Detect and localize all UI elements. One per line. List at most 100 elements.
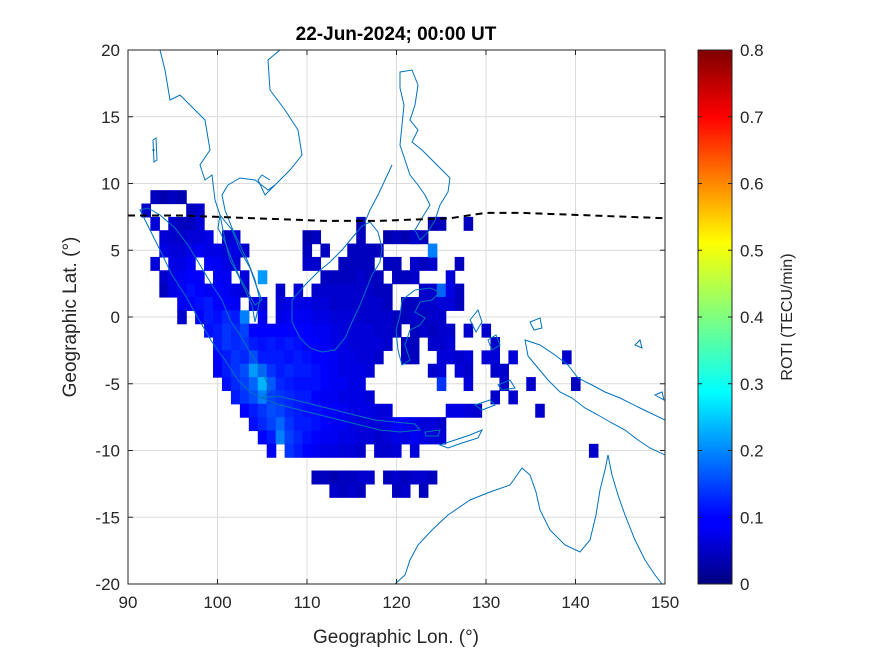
roti-cell — [454, 403, 465, 418]
roti-cell — [195, 296, 205, 311]
roti-cell — [374, 296, 384, 311]
coastline-sulawesi — [395, 287, 441, 366]
roti-cell — [302, 390, 313, 405]
roti-cell — [284, 403, 295, 418]
x-tick-label: 140 — [561, 593, 589, 612]
roti-cell — [499, 363, 509, 378]
roti-cell — [204, 256, 214, 271]
roti-cell — [221, 350, 232, 365]
roti-cell — [347, 310, 357, 325]
roti-cell — [481, 350, 492, 365]
roti-cell — [427, 417, 438, 432]
roti-cell — [221, 270, 232, 285]
roti-cell — [356, 270, 366, 285]
roti-cell — [284, 417, 295, 432]
roti-cell — [400, 270, 411, 285]
roti-cell — [365, 403, 375, 418]
roti-cell — [248, 377, 259, 392]
roti-cell — [392, 230, 402, 245]
roti-cell — [150, 256, 160, 271]
roti-cell — [150, 190, 160, 205]
colorbar-tick-label: 0.8 — [740, 41, 764, 60]
roti-cell — [266, 337, 277, 351]
roti-cell — [257, 403, 268, 418]
roti-cell — [221, 256, 232, 271]
roti-cell — [257, 337, 268, 351]
roti-cell — [311, 363, 322, 378]
roti-cell — [436, 323, 447, 338]
roti-cell — [409, 470, 420, 485]
roti-cell — [257, 430, 268, 445]
roti-cell — [571, 377, 581, 392]
roti-cell — [221, 323, 232, 338]
roti-cell — [347, 483, 357, 498]
roti-cell — [409, 270, 420, 285]
roti-cell — [275, 350, 286, 365]
roti-cell — [186, 203, 196, 218]
roti-cell — [275, 417, 286, 432]
roti-cell — [329, 323, 339, 338]
roti-cell — [204, 283, 214, 298]
roti-cell — [302, 350, 313, 365]
roti-cell — [365, 323, 375, 338]
roti-cell — [159, 243, 169, 258]
roti-cell — [383, 470, 393, 485]
roti-cell — [481, 323, 492, 338]
roti-cell — [365, 283, 375, 298]
roti-cell — [383, 430, 393, 445]
roti-cell — [347, 270, 357, 285]
roti-cell — [418, 470, 429, 485]
roti-cell — [383, 443, 393, 458]
x-axis-label: Geographic Lon. (°) — [313, 627, 479, 648]
roti-cell — [347, 470, 357, 485]
colorbar-tick-label: 0.6 — [740, 175, 764, 194]
roti-cell — [266, 363, 277, 378]
roti-cell — [392, 323, 402, 338]
coastline-new-guinea — [524, 339, 665, 456]
roti-cell — [204, 310, 214, 325]
roti-cell — [436, 430, 447, 445]
roti-cell — [427, 310, 438, 325]
roti-cell — [177, 270, 187, 285]
roti-cell — [392, 310, 402, 325]
roti-cell — [347, 390, 357, 405]
roti-cell — [463, 350, 474, 365]
roti-cell — [400, 310, 411, 325]
roti-cell — [338, 256, 348, 271]
roti-cell — [284, 323, 295, 338]
y-tick-label: 5 — [111, 241, 120, 260]
roti-cell — [427, 243, 438, 258]
roti-cell — [302, 296, 313, 311]
roti-cell — [427, 363, 438, 378]
roti-cell — [230, 243, 241, 258]
roti-cell — [356, 443, 366, 458]
roti-cell — [239, 350, 250, 365]
roti-cell — [338, 390, 348, 405]
roti-cell — [275, 363, 286, 378]
roti-cell — [177, 296, 187, 311]
roti-cell — [186, 283, 196, 298]
roti-cell — [266, 350, 277, 365]
roti-cell — [230, 296, 241, 311]
roti-cell — [177, 190, 187, 205]
roti-cell — [329, 417, 339, 432]
roti-cell — [293, 443, 304, 458]
roti-cell — [293, 323, 304, 338]
colorbar-tick-label: 0.7 — [740, 108, 764, 127]
roti-cell — [293, 430, 304, 445]
coastlines — [139, 50, 665, 584]
roti-cell — [588, 443, 599, 458]
roti-cell — [374, 283, 384, 298]
roti-cell — [302, 337, 313, 351]
roti-cell — [427, 256, 438, 271]
roti-cell — [320, 443, 330, 458]
roti-cell — [338, 310, 348, 325]
roti-cell — [284, 350, 295, 365]
roti-cell — [186, 270, 196, 285]
roti-cell — [239, 270, 250, 285]
roti-cell — [347, 256, 357, 271]
roti-cell — [418, 283, 429, 298]
roti-cell — [347, 363, 357, 378]
roti-cell — [365, 256, 375, 271]
roti-cell — [356, 296, 366, 311]
